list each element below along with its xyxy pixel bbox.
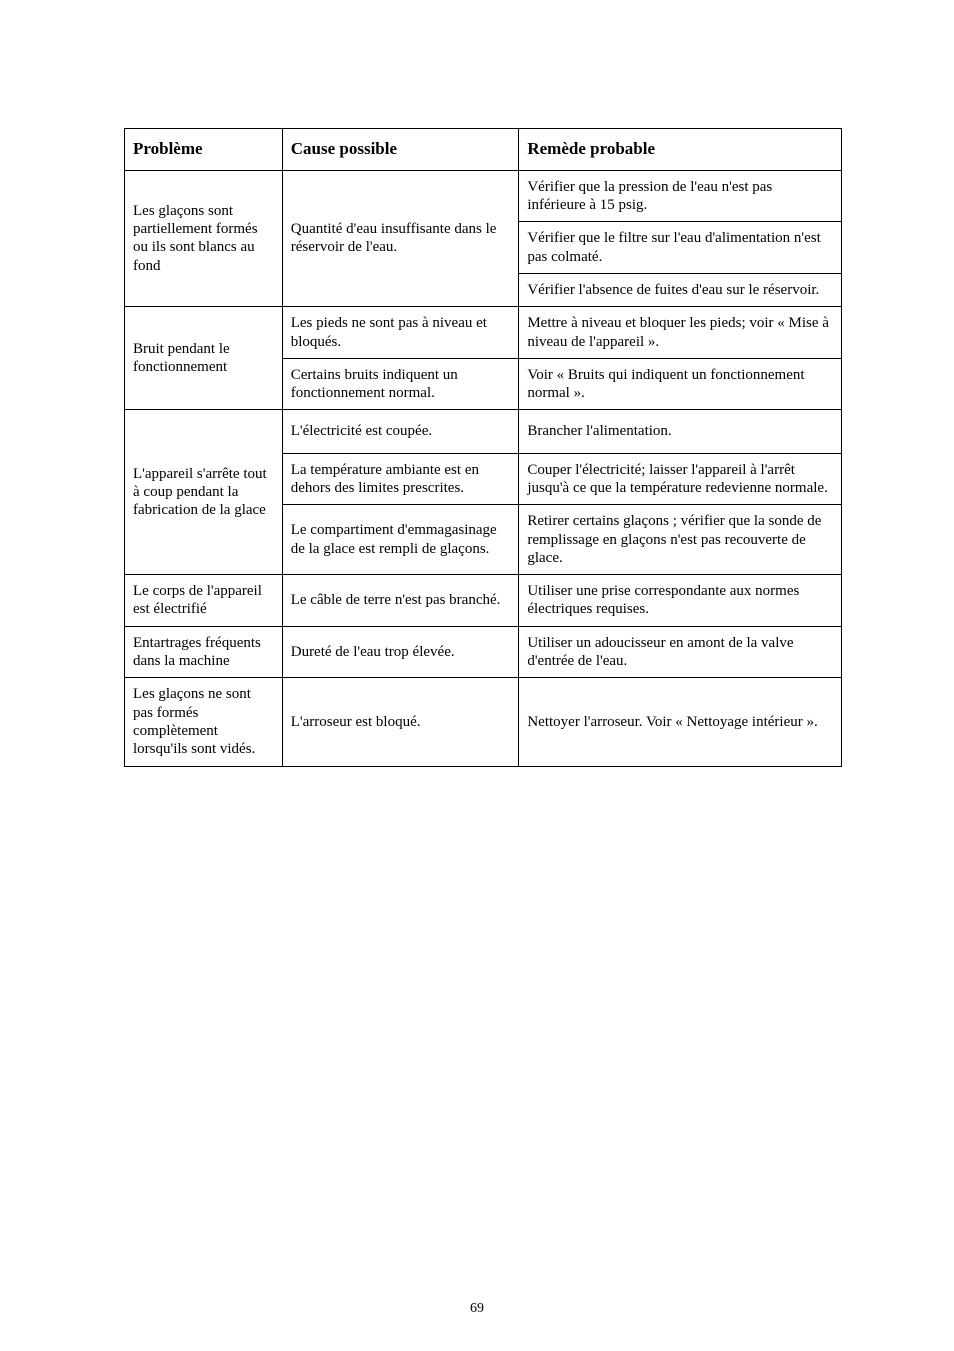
table-row: Les glaçons ne sont pas formés complètem… [125,678,842,766]
cause-cell: Certains bruits indiquent un fonctionnem… [282,358,519,410]
header-problem: Problème [125,129,283,171]
cause-cell: L'électricité est coupée. [282,410,519,453]
table-row: Le corps de l'appareil est électrifié Le… [125,575,842,627]
page-number: 69 [0,1301,954,1317]
problem-cell: L'appareil s'arrête tout à coup pendant … [125,410,283,575]
remedy-cell: Vérifier l'absence de fuites d'eau sur l… [519,273,842,306]
problem-cell: Les glaçons ne sont pas formés complètem… [125,678,283,766]
remedy-cell: Utiliser un adoucisseur en amont de la v… [519,626,842,678]
cause-cell: Dureté de l'eau trop élevée. [282,626,519,678]
remedy-cell: Retirer certains glaçons ; vérifier que … [519,505,842,575]
cause-cell: Le compartiment d'emmagasinage de la gla… [282,505,519,575]
table-row: Bruit pendant le fonctionnement Les pied… [125,307,842,359]
problem-cell: Bruit pendant le fonctionnement [125,307,283,410]
cause-cell: Quantité d'eau insuffisante dans le rése… [282,170,519,306]
remedy-cell: Mettre à niveau et bloquer les pieds; vo… [519,307,842,359]
problem-cell: Entartrages fréquents dans la machine [125,626,283,678]
remedy-cell: Vérifier que le filtre sur l'eau d'alime… [519,222,842,274]
header-cause: Cause possible [282,129,519,171]
problem-cell: Le corps de l'appareil est électrifié [125,575,283,627]
cause-cell: L'arroseur est bloqué. [282,678,519,766]
troubleshoot-table: Problème Cause possible Remède probable … [124,128,842,767]
remedy-cell: Couper l'électricité; laisser l'appareil… [519,453,842,505]
remedy-cell: Nettoyer l'arroseur. Voir « Nettoyage in… [519,678,842,766]
cause-cell: Le câble de terre n'est pas branché. [282,575,519,627]
remedy-cell: Utiliser une prise correspondante aux no… [519,575,842,627]
table-header-row: Problème Cause possible Remède probable [125,129,842,171]
remedy-cell: Vérifier que la pression de l'eau n'est … [519,170,842,222]
header-remedy: Remède probable [519,129,842,171]
page: Problème Cause possible Remède probable … [0,0,954,1351]
table-row: L'appareil s'arrête tout à coup pendant … [125,410,842,453]
remedy-cell: Brancher l'alimentation. [519,410,842,453]
cause-cell: La température ambiante est en dehors de… [282,453,519,505]
problem-cell: Les glaçons sont partiellement formés ou… [125,170,283,306]
table-row: Les glaçons sont partiellement formés ou… [125,170,842,222]
remedy-cell: Voir « Bruits qui indiquent un fonctionn… [519,358,842,410]
cause-cell: Les pieds ne sont pas à niveau et bloqué… [282,307,519,359]
table-row: Entartrages fréquents dans la machine Du… [125,626,842,678]
